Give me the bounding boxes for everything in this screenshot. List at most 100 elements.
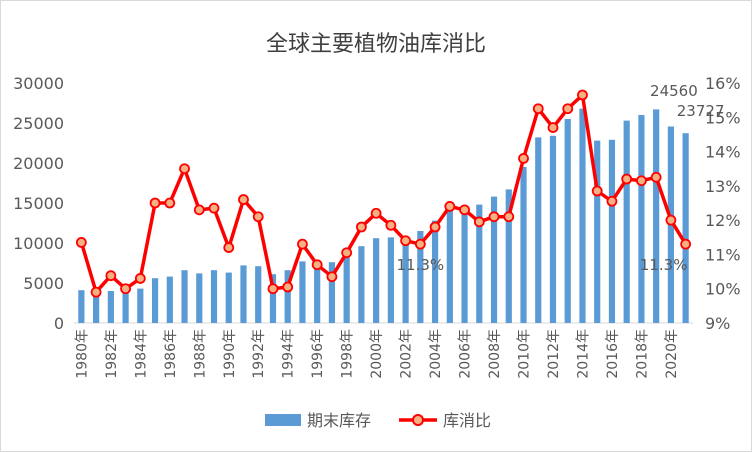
point-库消比 [547,122,559,133]
y-left-tick-label: 15000 [13,194,64,213]
x-tick-label: 1996年 [310,329,326,379]
point-库消比 [179,163,190,175]
x-tick-label: 2020年 [664,329,680,379]
point-库消比 [282,281,294,293]
y-right-tick-label: 9% [705,314,730,333]
x-tick-label: 2018年 [634,329,650,379]
bar-期末库存 [343,251,350,323]
bar-期末库存 [490,196,498,323]
x-tick-label: 2002年 [399,329,415,379]
bar-期末库存 [431,220,439,323]
x-tick-label: 1992年 [251,329,267,379]
x-tick-label: 1990年 [222,329,238,379]
bar-期末库存 [594,140,601,323]
y-left-tick-label: 20000 [13,154,64,173]
bar-期末库存 [505,189,512,323]
legend-swatch-期末库存 [265,414,301,426]
x-tick-label: 2014年 [575,329,591,379]
y-left-tick-label: 25000 [13,114,64,133]
bar-期末库存 [137,288,144,323]
point-库消比 [429,221,441,233]
bar-期末库存 [255,266,262,323]
x-tick-label: 1998年 [340,329,356,379]
y-right-tick-label: 12% [705,211,741,230]
bar-期末库存 [476,204,483,323]
point-库消比 [459,204,470,216]
x-tick-label: 2016年 [605,329,621,379]
point-库消比 [503,211,515,223]
y-right-tick-label: 14% [705,143,741,162]
point-库消比 [75,237,87,248]
point-库消比 [591,185,603,197]
bar-期末库存 [284,270,291,323]
bar-期末库存 [402,241,409,323]
bar-期末库存 [299,261,306,323]
point-库消比 [370,207,382,219]
point-库消比 [267,283,279,295]
bar-期末库存 [210,270,218,323]
bar-期末库存 [93,291,100,323]
point-库消比 [223,242,235,253]
point-库消比 [621,173,633,185]
bar-期末库存 [564,119,571,323]
bar-期末库存 [358,246,365,323]
point-库消比 [473,216,485,228]
x-tick-label: 1988年 [192,329,208,379]
bar-期末库存 [579,108,586,323]
point-库消比 [252,211,264,223]
bar-期末库存 [387,237,394,323]
bar-期末库存 [181,270,188,323]
bar-期末库存 [373,238,380,323]
x-tick-label: 1994年 [281,329,297,379]
point-库消比 [149,197,161,209]
point-库消比 [105,270,117,282]
chart-title: 全球主要植物油库消比 [266,32,486,57]
bar-期末库存 [535,137,542,323]
point-库消比 [385,219,397,231]
point-库消比 [562,103,574,115]
bar-期末库存 [78,290,85,323]
point-库消比 [532,103,544,115]
y-right-tick-label: 16% [705,74,741,93]
bar-期末库存 [549,135,557,323]
x-tick-label: 2012年 [546,329,562,379]
bar-期末库存 [638,115,645,323]
bar-期末库存 [623,120,630,323]
point-库消比 [680,238,692,250]
x-tick-label: 1982年 [104,329,120,379]
bar-期末库存 [446,211,453,323]
point-库消比 [355,221,367,233]
bar-期末库存 [240,265,247,323]
legend-label-库消比: 库消比 [443,411,491,430]
bar-期末库存 [653,109,660,324]
point-库消比 [636,175,647,187]
data-label-库消比: 11.3% [640,256,688,274]
bar-期末库存 [269,274,277,323]
point-库消比 [311,259,323,271]
y-right-tick-label: 10% [705,280,741,299]
point-库消比 [650,171,662,183]
point-库消比 [444,201,456,212]
point-库消比 [297,238,308,250]
point-库消比 [665,214,677,226]
bar-期末库存 [122,291,129,323]
bar-期末库存 [461,207,468,323]
bar-期末库存 [107,291,114,323]
point-库消比 [120,283,131,295]
point-库消比 [326,271,338,283]
x-tick-label: 2004年 [428,329,444,379]
bar-期末库存 [196,273,203,323]
y-right-tick-label: 15% [705,108,741,127]
point-库消比 [488,211,500,223]
x-tick-label: 1980年 [74,329,90,379]
data-label-期末库存: 23727 [677,102,725,120]
legend-marker-库消比 [412,414,424,426]
point-库消比 [90,286,102,298]
data-label-期末库存: 24560 [650,82,698,100]
bar-期末库存 [682,133,689,323]
bar-期末库存 [166,276,173,323]
legend-label-期末库存: 期末库存 [307,411,371,430]
bar-期末库存 [520,167,527,323]
bar-期末库存 [151,278,159,323]
